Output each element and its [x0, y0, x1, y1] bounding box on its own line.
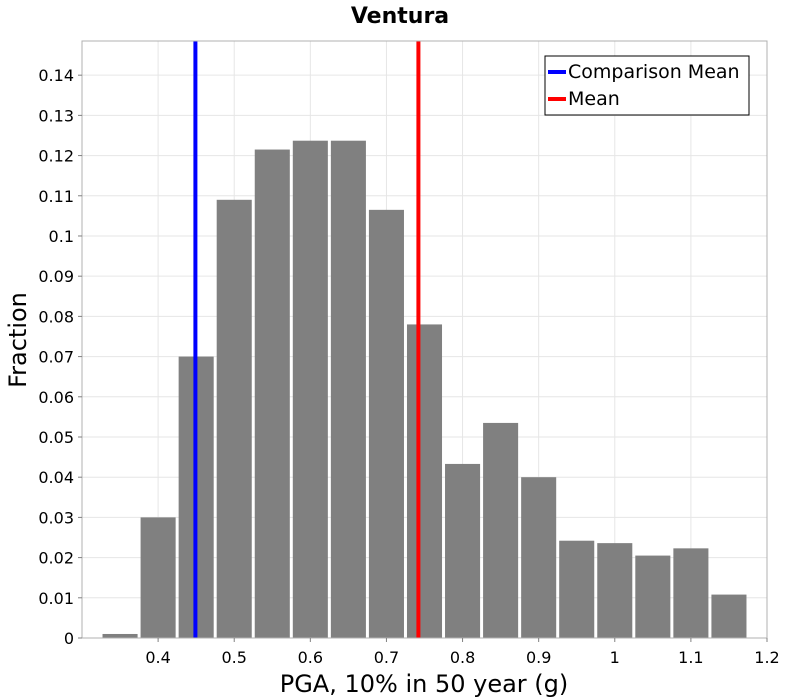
histogram-bar [216, 199, 252, 638]
y-tick-label: 0.05 [38, 428, 74, 447]
histogram-bar [559, 540, 595, 638]
y-tick-label: 0.06 [38, 388, 74, 407]
mean-lines [193, 41, 421, 638]
y-tick-label: 0.11 [38, 187, 74, 206]
y-tick-label: 0.1 [49, 227, 74, 246]
plot-frame [81, 40, 768, 639]
y-tick-label: 0.14 [38, 66, 74, 85]
y-tick-label: 0.07 [38, 348, 74, 367]
y-tick-label: 0.08 [38, 307, 74, 326]
x-tick-label: 0.8 [450, 648, 475, 667]
x-tick-label: 1.2 [754, 648, 779, 667]
y-tick-label: 0.03 [38, 508, 74, 527]
x-tick-label: 0.9 [526, 648, 551, 667]
y-tick-label: 0.01 [38, 589, 74, 608]
legend: Comparison Mean Mean [544, 55, 750, 116]
histogram-bar [102, 633, 138, 638]
histogram-bar [368, 209, 404, 638]
histogram-bar [597, 543, 633, 638]
histogram-bar [521, 477, 557, 638]
histogram-bar [711, 594, 747, 638]
legend-box [544, 55, 750, 116]
legend-label: Mean [568, 88, 620, 110]
x-tick-label: 1.1 [678, 648, 703, 667]
y-tick-label: 0.04 [38, 468, 74, 487]
y-tick-label: 0.13 [38, 106, 74, 125]
x-tick-label: 0.5 [221, 648, 246, 667]
histogram-bar [140, 517, 176, 638]
histogram-bar [483, 422, 519, 638]
x-axis-label: PGA, 10% in 50 year (g) [280, 670, 569, 698]
x-tick-label: 1 [610, 648, 620, 667]
chart-title: Ventura [351, 4, 449, 29]
histogram-bars [102, 140, 747, 639]
y-tick-label: 0 [64, 629, 74, 648]
x-tick-label: 0.7 [374, 648, 399, 667]
histogram-bar [445, 463, 481, 638]
histogram-bar [254, 149, 290, 638]
histogram-bar [330, 140, 366, 639]
histogram-bar [292, 140, 328, 639]
histogram-bar [673, 548, 709, 638]
y-tick-label: 0.12 [38, 147, 74, 166]
x-tick-label: 0.4 [145, 648, 170, 667]
y-axis-label: Fraction [4, 292, 32, 388]
histogram-bar [406, 324, 443, 638]
histogram-bar [635, 555, 671, 638]
y-axis-ticks: 0 0.01 0.02 0.03 0.04 0.05 0.06 0.07 0.08 0.09 0.1… [38, 66, 82, 648]
y-tick-label: 0.02 [38, 549, 74, 568]
x-tick-label: 0.6 [298, 648, 323, 667]
x-axis-ticks: 0.4 0.5 0.6 0.7 0.8 0.9 1 1.1 1.2 [145, 638, 780, 667]
legend-label: Comparison Mean [568, 61, 740, 83]
y-tick-label: 0.09 [38, 267, 74, 286]
